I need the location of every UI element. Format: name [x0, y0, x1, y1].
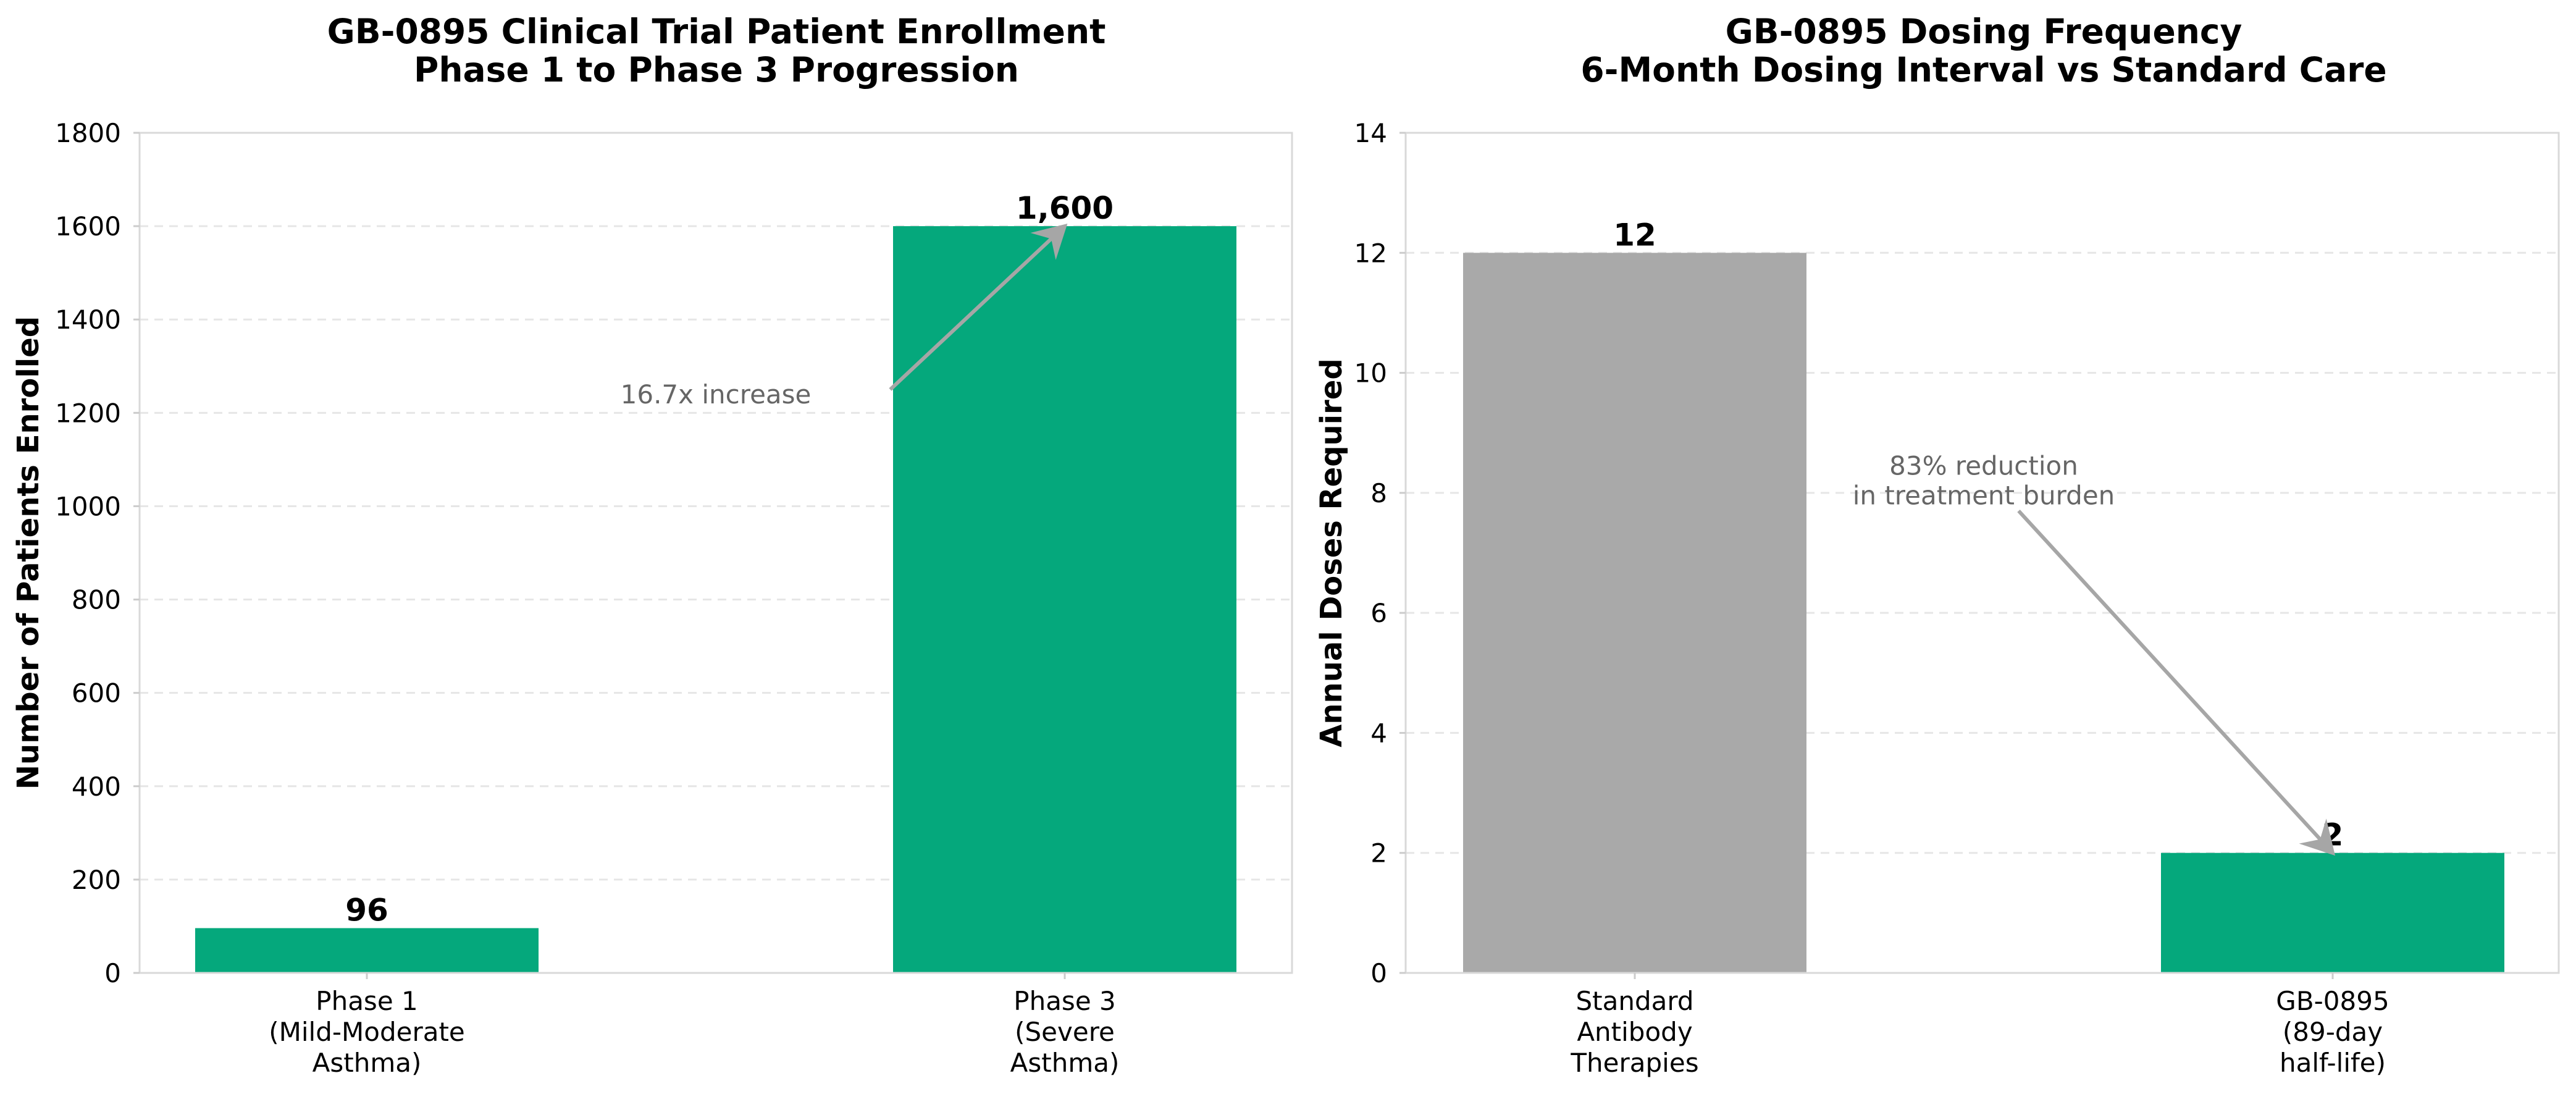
x-tick-label: half-life) — [2280, 1048, 2386, 1078]
y-tick-label: 0 — [1370, 958, 1387, 988]
bar-value-label: 12 — [1613, 217, 1656, 253]
y-axis-label: Annual Doses Required — [1314, 358, 1349, 747]
bar-value-label: 2 — [2322, 817, 2344, 853]
y-tick-label: 600 — [72, 678, 121, 709]
x-tick-label: Therapies — [1570, 1048, 1698, 1078]
annotation-text: 16.7x increase — [621, 379, 812, 410]
bar-2 — [2161, 852, 2504, 973]
bar-value-label: 96 — [345, 892, 388, 928]
x-tick-label: (Severe — [1015, 1017, 1115, 1047]
plot-frame — [1404, 132, 2560, 974]
x-tick-label: (Mild-Moderate — [269, 1017, 465, 1047]
y-tick-label: 0 — [104, 958, 121, 988]
bar-1 — [195, 928, 539, 973]
x-tick-label: Phase 3 — [1013, 986, 1115, 1016]
bar-value-label: 1,600 — [1016, 190, 1114, 226]
y-tick-label: 1400 — [55, 305, 121, 335]
y-tick-label: 400 — [72, 772, 121, 802]
x-tick-label: GB-0895 — [2276, 986, 2389, 1016]
y-tick-label: 8 — [1370, 478, 1387, 508]
x-tick-label: Antibody — [1577, 1017, 1692, 1047]
plot-frame — [138, 132, 1293, 974]
y-tick-label: 10 — [1354, 358, 1387, 389]
x-tick-label: Standard — [1575, 986, 1693, 1016]
chart-title: GB-0895 Dosing Frequency — [1726, 12, 2242, 51]
x-tick-label: (89-day — [2283, 1017, 2383, 1047]
y-tick-label: 1000 — [55, 491, 121, 521]
y-tick-label: 4 — [1370, 718, 1387, 748]
y-tick-label: 1200 — [55, 398, 121, 428]
annotation-text: in treatment burden — [1853, 481, 2115, 511]
annotation-text: 83% reduction — [1889, 451, 2078, 481]
annotation-arrow — [889, 224, 1068, 391]
x-tick-label: Asthma) — [313, 1048, 422, 1078]
chart-panel-1: GB-0895 Clinical Trial Patient Enrollmen… — [11, 12, 1293, 1078]
y-tick-label: 1600 — [55, 211, 121, 242]
y-tick-label: 1800 — [55, 118, 121, 148]
chart-subtitle: 6-Month Dosing Interval vs Standard Care — [1580, 50, 2386, 90]
bar-2 — [893, 226, 1236, 974]
x-tick-label: Asthma) — [1010, 1048, 1120, 1078]
y-axis-label: Number of Patients Enrolled — [11, 316, 46, 789]
bar-1 — [1463, 253, 1806, 974]
x-tick-label: Phase 1 — [316, 986, 417, 1016]
chart-title: GB-0895 Clinical Trial Patient Enrollmen… — [327, 12, 1106, 51]
y-tick-label: 2 — [1370, 838, 1387, 869]
chart-subtitle: Phase 1 to Phase 3 Progression — [414, 50, 1019, 90]
y-tick-label: 14 — [1354, 118, 1387, 148]
annotation-arrow — [2017, 509, 2336, 856]
y-tick-label: 6 — [1370, 598, 1387, 628]
y-tick-label: 12 — [1354, 238, 1387, 268]
y-tick-label: 200 — [72, 865, 121, 895]
y-tick-label: 800 — [72, 585, 121, 615]
